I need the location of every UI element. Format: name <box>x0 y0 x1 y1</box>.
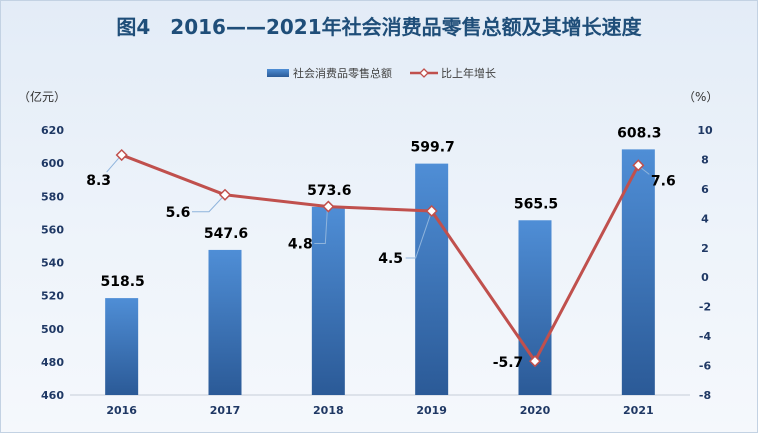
line-label-leader <box>314 209 328 245</box>
left-tick-label: 600 <box>41 157 64 170</box>
left-tick-label: 620 <box>41 124 64 137</box>
line-data-label: 4.8 <box>288 237 313 253</box>
legend-label-line: 比上年增长 <box>441 66 496 80</box>
x-axis-label: 2017 <box>210 404 241 417</box>
right-tick-label: -8 <box>699 389 711 402</box>
line-marker-2019 <box>425 204 438 218</box>
line-marker-2018 <box>322 200 335 213</box>
right-tick-label: 10 <box>697 124 713 137</box>
right-tick-label: -6 <box>699 360 712 373</box>
line-marker-2020 <box>528 355 542 368</box>
line-label-leaders <box>106 156 650 259</box>
bar-series <box>105 149 655 395</box>
bar-2019 <box>415 163 449 395</box>
bar-2016 <box>105 298 139 395</box>
right-tick-label: 2 <box>701 242 709 255</box>
left-tick-label: 540 <box>41 257 64 270</box>
bar-data-label: 573.6 <box>307 183 351 199</box>
right-tick-label: 8 <box>701 153 709 166</box>
bar-data-label: 518.5 <box>101 274 145 290</box>
left-axis-ticks: 620 600 580 560 540 520 500 480 460 <box>41 124 64 402</box>
bar-2021 <box>621 149 655 395</box>
line-marker-2021 <box>632 159 645 172</box>
right-tick-label: -2 <box>699 301 711 314</box>
x-axis-label: 2021 <box>623 404 654 417</box>
x-axis-label: 2020 <box>520 404 551 417</box>
right-tick-label: 0 <box>701 271 709 284</box>
line-label-leader <box>640 166 650 175</box>
bar-2018 <box>311 206 345 395</box>
legend-label-bar: 社会消费品零售总额 <box>293 66 392 80</box>
left-tick-label: 520 <box>41 290 64 303</box>
line-data-label: 8.3 <box>86 173 111 189</box>
left-tick-label: 460 <box>41 389 64 402</box>
growth-series-line <box>121 153 640 363</box>
right-tick-label: -4 <box>699 330 712 343</box>
x-axis-labels: 2016 2017 2018 2019 2020 2021 <box>106 404 653 417</box>
left-tick-label: 580 <box>41 190 64 203</box>
line-label-leader <box>405 213 432 259</box>
left-tick-label: 480 <box>41 356 64 369</box>
bar-2020 <box>518 220 552 395</box>
bar-2017 <box>208 249 242 395</box>
bar-data-label: 565.5 <box>514 196 558 212</box>
bar-data-label: 599.7 <box>411 140 455 156</box>
line-data-labels: 8.3 5.6 4.8 4.5 -5.7 7.6 <box>86 173 675 371</box>
right-axis-unit: （%） <box>683 90 718 104</box>
right-tick-label: 4 <box>701 212 709 225</box>
bar-data-label: 547.6 <box>204 226 248 242</box>
legend: 社会消费品零售总额 比上年增长 <box>267 66 496 80</box>
line-data-label: 7.6 <box>651 173 676 189</box>
left-tick-label: 500 <box>41 323 64 336</box>
bar-data-labels: 518.5 547.6 573.6 599.7 565.5 608.3 <box>101 125 662 290</box>
right-axis-ticks: 10 8 6 4 2 0 -2 -4 -6 -8 <box>697 124 713 402</box>
bar-data-label: 608.3 <box>617 125 661 141</box>
left-axis-unit: （亿元） <box>18 89 66 104</box>
x-axis-label: 2016 <box>106 404 137 417</box>
line-data-label: 4.5 <box>378 251 403 267</box>
legend-line-marker <box>419 68 429 78</box>
line-label-leader <box>106 156 121 173</box>
line-marker-2017 <box>218 188 232 201</box>
line-data-label: -5.7 <box>493 355 524 371</box>
line-markers <box>115 148 645 368</box>
left-tick-label: 560 <box>41 223 64 236</box>
legend-bar-swatch <box>267 69 289 77</box>
chart-title: 图4 2016——2021年社会消费品零售总额及其增长速度 <box>116 15 642 39</box>
x-axis-label: 2018 <box>313 404 344 417</box>
right-tick-label: 6 <box>701 183 709 196</box>
line-marker-2016 <box>115 148 128 162</box>
line-label-leader <box>192 196 224 213</box>
x-axis-label: 2019 <box>416 404 447 417</box>
line-data-label: 5.6 <box>166 205 191 221</box>
